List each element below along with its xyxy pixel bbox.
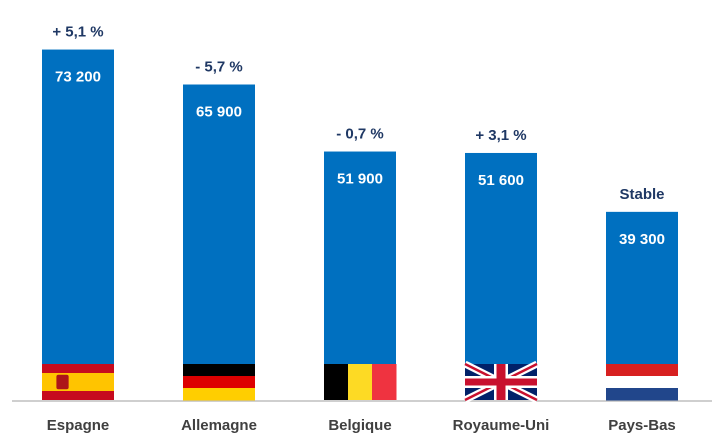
bar-espagne <box>42 49 114 401</box>
change-label: - 5,7 % <box>195 59 243 76</box>
change-label: - 0,7 % <box>336 126 384 143</box>
value-label: 51 900 <box>337 171 383 188</box>
category-label: Royaume-Uni <box>453 417 550 434</box>
belgium-flag-icon <box>324 364 397 400</box>
change-label: Stable <box>619 186 664 203</box>
value-label: 73 200 <box>55 69 101 86</box>
spain-flag-icon <box>42 364 114 400</box>
uk-flag-icon <box>463 360 539 404</box>
bar-belgique <box>324 151 396 400</box>
category-label: Espagne <box>47 417 110 434</box>
value-label: 65 900 <box>196 104 242 121</box>
value-label: 51 600 <box>478 172 524 189</box>
change-label: + 5,1 % <box>52 24 103 41</box>
change-label: + 3,1 % <box>475 127 526 144</box>
category-label: Belgique <box>328 417 391 434</box>
value-label: 39 300 <box>619 231 665 248</box>
netherlands-flag-icon <box>606 364 678 401</box>
germany-flag-icon <box>183 364 255 401</box>
bar-royaume-uni <box>465 152 537 400</box>
bar-allemagne <box>183 84 255 400</box>
category-label: Allemagne <box>181 417 257 434</box>
category-label: Pays-Bas <box>608 417 676 434</box>
